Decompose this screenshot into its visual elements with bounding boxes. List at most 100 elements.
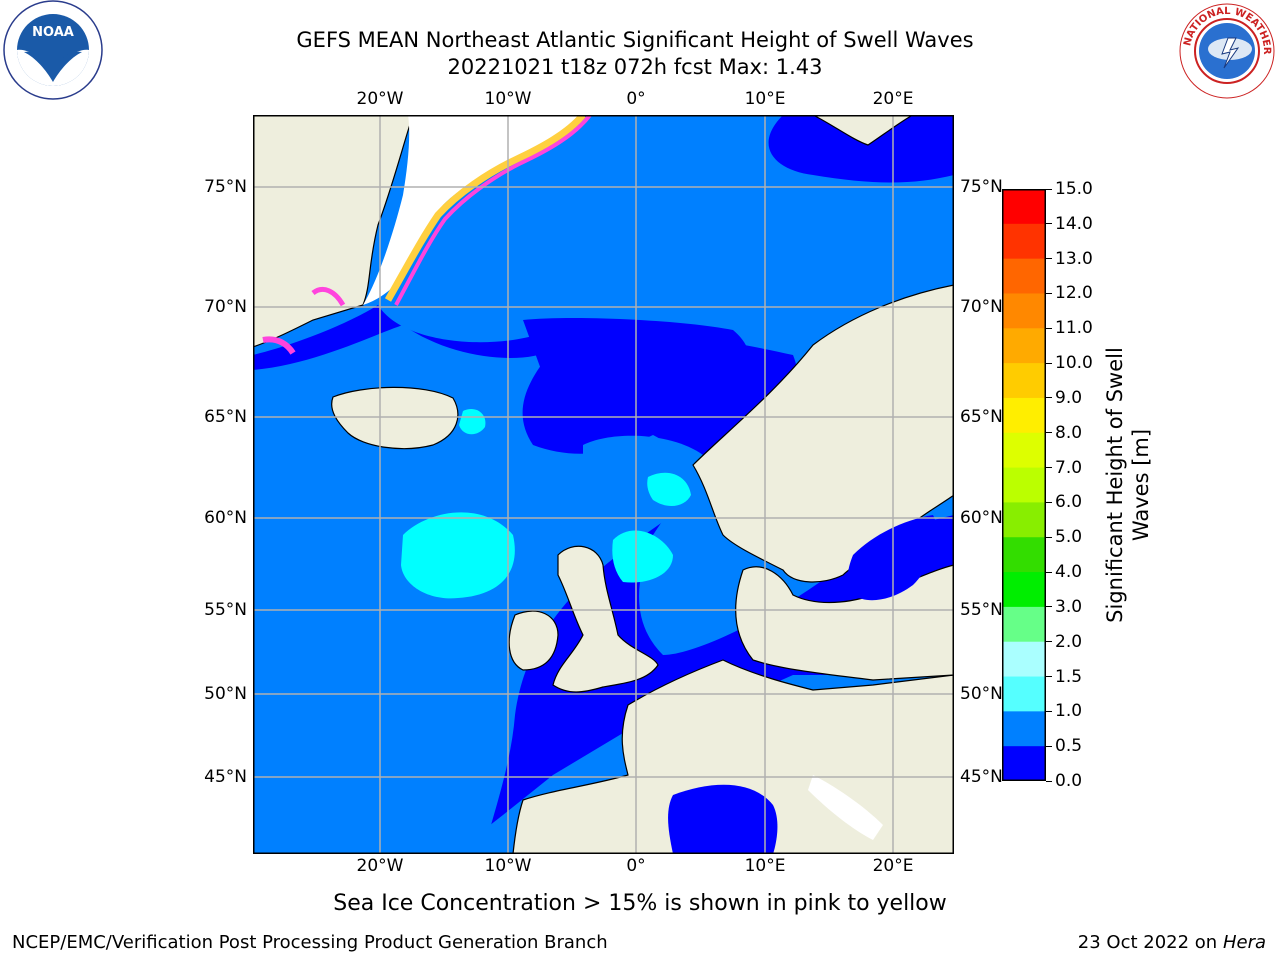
land-ireland <box>508 610 559 671</box>
colorbar-tick-mark <box>1046 745 1052 747</box>
cyan-patch-norway <box>647 472 691 507</box>
lon-label-top: 0° <box>626 89 646 109</box>
colorbar-tick-label: 6.0 <box>1055 492 1083 513</box>
lon-label-bottom: 0° <box>626 856 646 876</box>
colorbar-tick-label: 11.0 <box>1055 318 1093 339</box>
low-swell-arctic <box>768 115 954 183</box>
colorbar-segment <box>1002 711 1046 747</box>
lat-label-right: 45°N <box>960 767 1003 787</box>
cyan-patch-iceland <box>459 408 486 435</box>
colorbar-tick-label: 15.0 <box>1055 179 1093 199</box>
lat-label-left: 55°N <box>204 600 247 620</box>
lat-label-right: 55°N <box>960 600 1003 620</box>
colorbar-tick-mark <box>1046 432 1052 434</box>
colorbar-tick-label: 0.5 <box>1055 736 1083 757</box>
footer-credit: NCEP/EMC/Verification Post Processing Pr… <box>12 932 608 953</box>
colorbar-label: Significant Height of Swell Waves [m] <box>1103 347 1153 623</box>
footer-date: 23 Oct 2022 on Hera <box>1078 932 1266 953</box>
colorbar-segment <box>1002 189 1046 225</box>
colorbar-tick-label: 14.0 <box>1055 213 1093 234</box>
land-north-europe <box>734 564 954 681</box>
page-subtitle: 20221021 t18z 072h fcst Max: 1.43 <box>447 55 823 79</box>
lat-label-right: 60°N <box>960 508 1003 528</box>
colorbar-segment <box>1002 537 1046 573</box>
colorbar-segment <box>1002 641 1046 678</box>
lat-label-right: 70°N <box>960 297 1003 317</box>
colorbar-tick-mark <box>1046 606 1052 608</box>
lat-label-right: 75°N <box>960 177 1003 197</box>
colorbar-tick-mark <box>1046 780 1052 782</box>
colorbar-tick-mark <box>1046 292 1052 294</box>
colorbar-tick-mark <box>1046 676 1052 678</box>
land-svalbard <box>812 115 914 146</box>
colorbar-tick-label: 8.0 <box>1055 422 1083 443</box>
colorbar-segment <box>1002 572 1046 608</box>
colorbar-tick-label: 9.0 <box>1055 387 1083 408</box>
colorbar-segment <box>1002 606 1046 643</box>
map-panel[interactable] <box>253 115 954 854</box>
lon-label-top: 20°E <box>872 89 914 109</box>
lat-label-left: 75°N <box>204 177 247 197</box>
lat-label-left: 65°N <box>204 407 247 427</box>
colorbar-tick-mark <box>1046 641 1052 643</box>
land-iceland <box>331 386 459 450</box>
lat-label-right: 65°N <box>960 407 1003 427</box>
lat-label-right: 50°N <box>960 684 1003 704</box>
lon-label-bottom: 10°W <box>484 856 532 876</box>
colorbar-segment <box>1002 676 1046 712</box>
colorbar-tick-label: 10.0 <box>1055 353 1093 374</box>
page-title: GEFS MEAN Northeast Atlantic Significant… <box>296 28 974 52</box>
colorbar-tick-label: 1.0 <box>1055 701 1083 722</box>
sea-ice-note: Sea Ice Concentration > 15% is shown in … <box>333 891 947 916</box>
cyan-patch-north-sea <box>612 530 673 583</box>
colorbar-segment <box>1002 397 1046 434</box>
sea-adriatic <box>808 775 883 840</box>
colorbar-segment <box>1002 223 1046 260</box>
colorbar-tick-mark <box>1046 188 1052 190</box>
colorbar-tick-label: 4.0 <box>1055 562 1083 583</box>
sea-ice-edge <box>363 115 583 305</box>
ocean-norwegian <box>523 318 752 437</box>
lon-label-bottom: 10°E <box>744 856 786 876</box>
colorbar-segment <box>1002 293 1046 329</box>
colorbar-tick-label: 5.0 <box>1055 527 1083 548</box>
graticule <box>253 115 954 854</box>
lon-label-top: 10°E <box>744 89 786 109</box>
colorbar-tick-label: 3.0 <box>1055 596 1083 617</box>
colorbar-tick-mark <box>1046 258 1052 260</box>
colorbar-segment <box>1002 432 1046 469</box>
colorbar-segment <box>1002 746 1046 781</box>
colorbar-tick-mark <box>1046 467 1052 469</box>
colorbar-segment <box>1002 363 1046 399</box>
lat-label-left: 60°N <box>204 508 247 528</box>
colorbar-segment <box>1002 328 1046 364</box>
colorbar-tick-mark <box>1046 327 1052 329</box>
colorbar-segment <box>1002 467 1046 503</box>
land-greenland <box>253 115 414 348</box>
colorbar-tick-mark <box>1046 397 1052 399</box>
colorbar-tick-label: 1.5 <box>1055 666 1083 687</box>
footer-date-text: 23 Oct 2022 on <box>1077 932 1218 953</box>
sea-mediterranean <box>668 784 778 854</box>
colorbar-tick-mark <box>1046 571 1052 573</box>
cyan-patch-atlantic <box>401 512 515 599</box>
lat-label-left: 50°N <box>204 684 247 704</box>
nws-logo: NATIONAL WEATHER SERVICE <box>1178 2 1276 100</box>
colorbar-tick-label: 12.0 <box>1055 283 1093 304</box>
lon-label-top: 20°W <box>356 89 404 109</box>
colorbar-tick-label: 2.0 <box>1055 631 1083 652</box>
colorbar-tick-mark <box>1046 536 1052 538</box>
colorbar-tick-label: 13.0 <box>1055 248 1093 269</box>
colorbar-segment <box>1002 258 1046 294</box>
lon-label-top: 10°W <box>484 89 532 109</box>
footer-system: Hera <box>1222 932 1266 953</box>
colorbar-tick-mark <box>1046 362 1052 364</box>
colorbar <box>1002 189 1046 781</box>
colorbar-tick-label: 0.0 <box>1055 771 1083 791</box>
svg-text:NOAA: NOAA <box>32 25 74 40</box>
lat-label-left: 70°N <box>204 297 247 317</box>
colorbar-tick-mark <box>1046 223 1052 225</box>
colorbar-segment <box>1002 502 1046 538</box>
colorbar-tick-mark <box>1046 501 1052 503</box>
colorbar-tick-mark <box>1046 710 1052 712</box>
